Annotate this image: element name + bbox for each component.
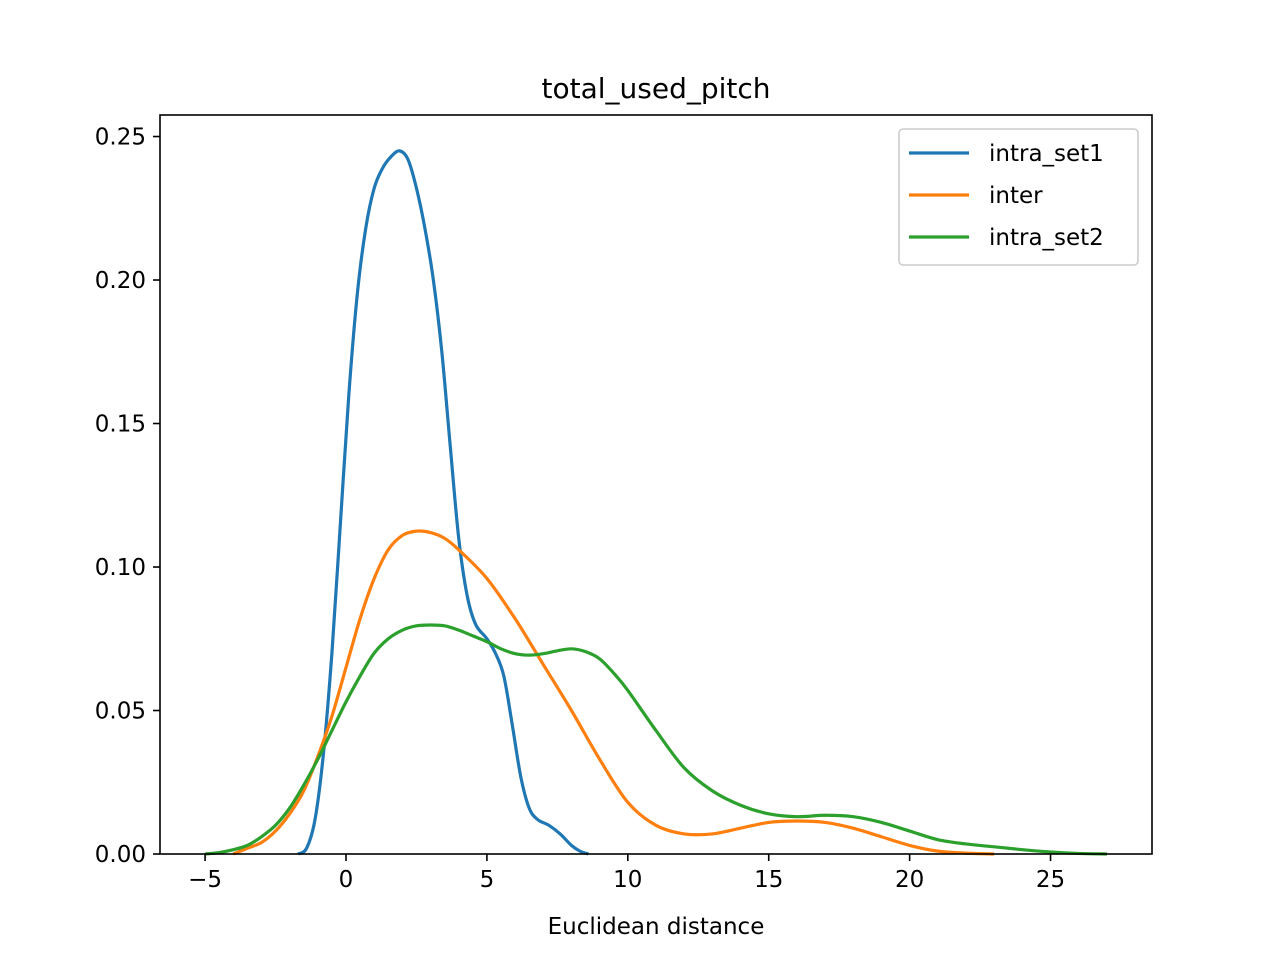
y-tick-label: 0.10	[95, 555, 146, 581]
y-tick-label: 0.05	[95, 699, 146, 725]
x-tick-label: 15	[754, 867, 783, 893]
x-axis-label: Euclidean distance	[548, 914, 765, 940]
chart-title: total_used_pitch	[541, 72, 770, 105]
series-line-intra_set2	[204, 623, 1107, 856]
plot-lines	[204, 149, 1107, 856]
x-tick-label: 20	[895, 867, 924, 893]
y-axis-ticks: 0.00 0.05 0.10 0.15 0.20 0.25	[95, 125, 160, 868]
y-tick-label: 0.00	[95, 842, 146, 868]
x-tick-label: 5	[480, 867, 495, 893]
legend-label-intra_set1: intra_set1	[989, 141, 1104, 167]
y-tick-label: 0.20	[95, 268, 146, 294]
legend-frame	[898, 128, 1139, 266]
x-tick-label: 0	[339, 867, 354, 893]
x-tick-label: −5	[188, 867, 222, 893]
x-tick-label: 25	[1036, 867, 1065, 893]
series-line-inter	[232, 529, 995, 856]
axes-frame	[159, 114, 1153, 855]
x-axis-ticks: −5 0 5 10 15 20 25	[188, 854, 1065, 893]
y-tick-label: 0.15	[95, 412, 146, 438]
legend-label-intra_set2: intra_set2	[989, 225, 1104, 251]
x-tick-label: 10	[613, 867, 642, 893]
y-tick-label: 0.25	[95, 125, 146, 151]
legend-label-inter: inter	[989, 183, 1043, 209]
series-line-intra_set1	[297, 149, 589, 856]
